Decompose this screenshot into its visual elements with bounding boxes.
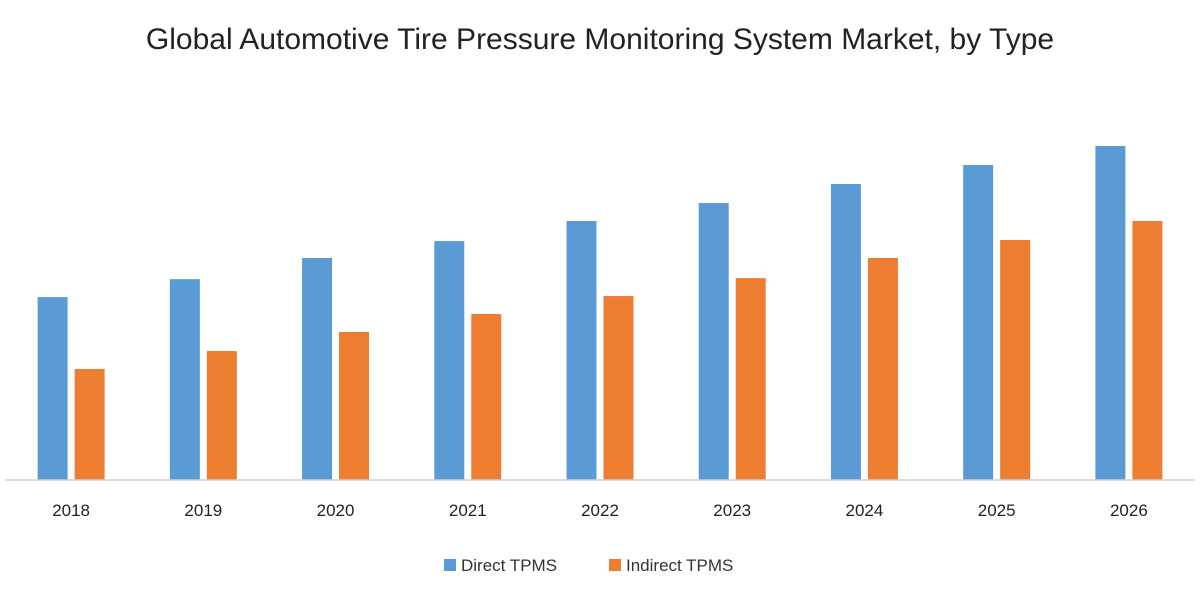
legend-swatch-indirect-tpms bbox=[609, 559, 621, 571]
x-tick-label: 2024 bbox=[846, 501, 884, 520]
x-tick-label: 2021 bbox=[449, 501, 487, 520]
bar-indirect-tpms-2024 bbox=[867, 258, 898, 480]
x-tick-label: 2026 bbox=[1110, 501, 1148, 520]
bar-direct-tpms-2022 bbox=[566, 221, 597, 480]
legend-label-indirect-tpms: Indirect TPMS bbox=[626, 556, 733, 575]
bar-indirect-tpms-2020 bbox=[339, 332, 370, 480]
bar-indirect-tpms-2019 bbox=[206, 351, 237, 480]
bar-direct-tpms-2019 bbox=[169, 279, 200, 480]
bar-direct-tpms-2025 bbox=[963, 164, 994, 480]
legend: Direct TPMS Indirect TPMS bbox=[444, 556, 733, 575]
x-tick-label: 2018 bbox=[52, 501, 90, 520]
x-tick-label: 2020 bbox=[317, 501, 355, 520]
bar-direct-tpms-2024 bbox=[830, 184, 861, 480]
bar-direct-tpms-2026 bbox=[1095, 145, 1126, 480]
bar-direct-tpms-2020 bbox=[302, 258, 333, 480]
x-tick-label: 2025 bbox=[978, 501, 1016, 520]
bar-direct-tpms-2023 bbox=[698, 203, 729, 480]
bar-indirect-tpms-2018 bbox=[74, 369, 105, 480]
x-tick-label: 2023 bbox=[713, 501, 751, 520]
bar-indirect-tpms-2022 bbox=[603, 296, 634, 480]
bar-indirect-tpms-2026 bbox=[1132, 221, 1163, 480]
bars-layer bbox=[37, 145, 1163, 480]
bar-indirect-tpms-2025 bbox=[1000, 240, 1031, 480]
x-tick-label: 2019 bbox=[184, 501, 222, 520]
x-tick-labels: 2018 2019 2020 2021 2022 2023 2024 2025 2026 bbox=[52, 501, 1148, 520]
bar-direct-tpms-2021 bbox=[434, 241, 465, 480]
bar-direct-tpms-2018 bbox=[37, 297, 68, 480]
legend-swatch-direct-tpms bbox=[444, 559, 456, 571]
chart-title: Global Automotive Tire Pressure Monitori… bbox=[145, 23, 1055, 56]
bar-indirect-tpms-2021 bbox=[471, 314, 502, 480]
x-tick-label: 2022 bbox=[581, 501, 619, 520]
bar-indirect-tpms-2023 bbox=[735, 278, 766, 480]
legend-label-direct-tpms: Direct TPMS bbox=[461, 556, 557, 575]
